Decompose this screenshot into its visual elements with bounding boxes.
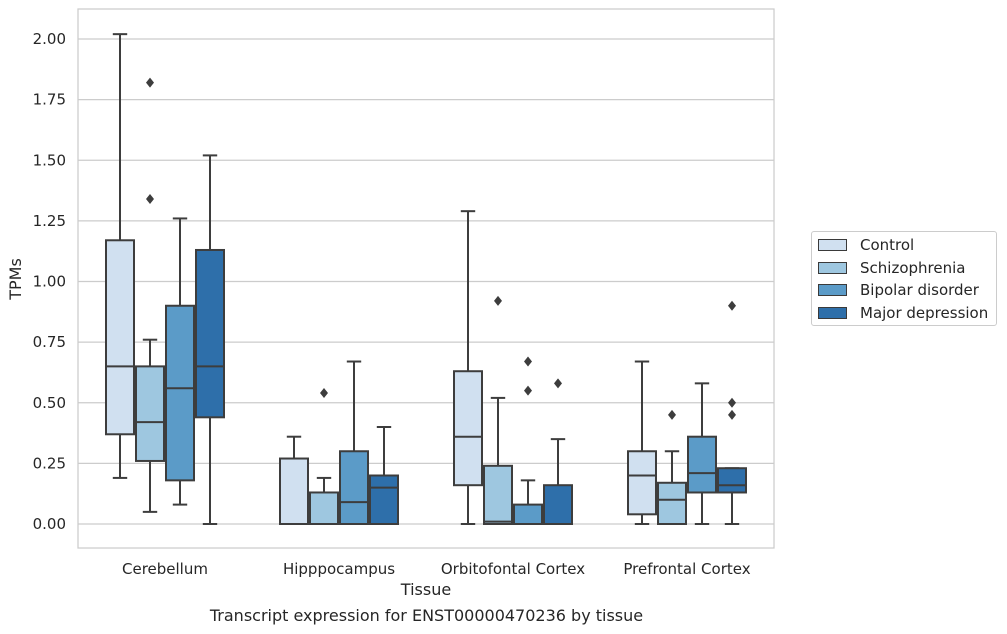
box <box>483 295 513 525</box>
box-iqr <box>513 503 543 526</box>
x-tick-label: Cerebellum <box>122 560 208 578</box>
y-tick-label: 0.50 <box>33 394 66 412</box>
box-iqr <box>687 435 717 494</box>
y-axis-title: TPMs <box>6 258 25 301</box>
legend-swatch-major-depression <box>818 307 847 319</box>
chart-caption: Transcript expression for ENST0000047023… <box>209 606 644 625</box>
y-tick-label: 1.50 <box>33 151 66 169</box>
box <box>369 426 399 525</box>
y-tick-label: 1.75 <box>33 91 66 109</box>
outlier-point <box>494 295 502 306</box>
y-tick-label: 0.75 <box>33 333 66 351</box>
box <box>657 409 687 525</box>
box <box>105 33 135 479</box>
legend-swatch-control <box>818 239 847 251</box>
outlier-point <box>146 77 154 88</box>
legend-item-control: Control <box>818 235 914 255</box>
legend-item-bipolar-disorder: Bipolar disorder <box>818 280 979 300</box>
outlier-point <box>728 409 736 420</box>
box <box>513 356 543 526</box>
outlier-point <box>524 356 532 367</box>
box <box>453 210 483 525</box>
outlier-point <box>668 409 676 420</box>
x-tick-label: Orbitofontal Cortex <box>441 560 585 578</box>
box-iqr <box>339 450 369 525</box>
box <box>279 435 309 525</box>
box-iqr <box>165 304 195 482</box>
legend-swatch-bipolar-disorder <box>818 284 847 296</box>
legend-label-bipolar-disorder: Bipolar disorder <box>860 281 979 299</box>
outlier-point <box>320 388 328 399</box>
outlier-point <box>146 194 154 205</box>
box <box>717 300 747 525</box>
y-tick-label: 1.00 <box>33 273 66 291</box>
box-iqr <box>657 481 687 525</box>
outlier-point <box>728 397 736 408</box>
box-iqr <box>279 457 309 525</box>
box-iqr <box>453 370 483 487</box>
x-tick-label: Prefrontal Cortex <box>623 560 750 578</box>
legend-swatch-schizophrenia <box>818 262 847 274</box>
box-iqr <box>543 484 573 526</box>
box-iqr <box>309 491 339 526</box>
box-iqr <box>717 467 747 494</box>
axes: TPMs Tissue 0.00 0.25 0.50 0.75 1.00 1.25 1.50… <box>6 8 775 599</box>
legend: Control Schizophrenia Bipolar disorder M… <box>811 231 997 326</box>
box <box>135 77 165 513</box>
box <box>165 217 195 506</box>
plot-frame <box>77 8 775 549</box>
box <box>687 382 717 525</box>
outlier-point <box>524 385 532 396</box>
box <box>195 154 225 525</box>
y-tick-label: 0.25 <box>33 454 66 472</box>
legend-label-control: Control <box>860 236 915 254</box>
legend-item-major-depression: Major depression <box>818 303 988 323</box>
box-series <box>105 33 747 526</box>
legend-item-schizophrenia: Schizophrenia <box>818 258 965 278</box>
legend-label-schizophrenia: Schizophrenia <box>860 259 966 277</box>
box <box>339 360 369 525</box>
box <box>627 360 657 525</box>
box <box>309 388 339 526</box>
x-tick-label: Hipppocampus <box>283 560 395 578</box>
box-iqr <box>369 474 399 525</box>
box-iqr <box>483 464 513 525</box>
box-iqr <box>195 248 225 419</box>
legend-label-major-depression: Major depression <box>860 304 989 322</box>
y-tick-label: 0.00 <box>33 515 66 533</box>
x-axis-title: Tissue <box>400 580 451 599</box>
box-iqr <box>627 450 657 516</box>
outlier-point <box>554 378 562 389</box>
box <box>543 378 573 526</box>
y-tick-label: 2.00 <box>33 30 66 48</box>
y-tick-label: 1.25 <box>33 212 66 230</box>
box-iqr <box>105 239 135 436</box>
box-iqr <box>135 365 165 462</box>
outlier-point <box>728 300 736 311</box>
